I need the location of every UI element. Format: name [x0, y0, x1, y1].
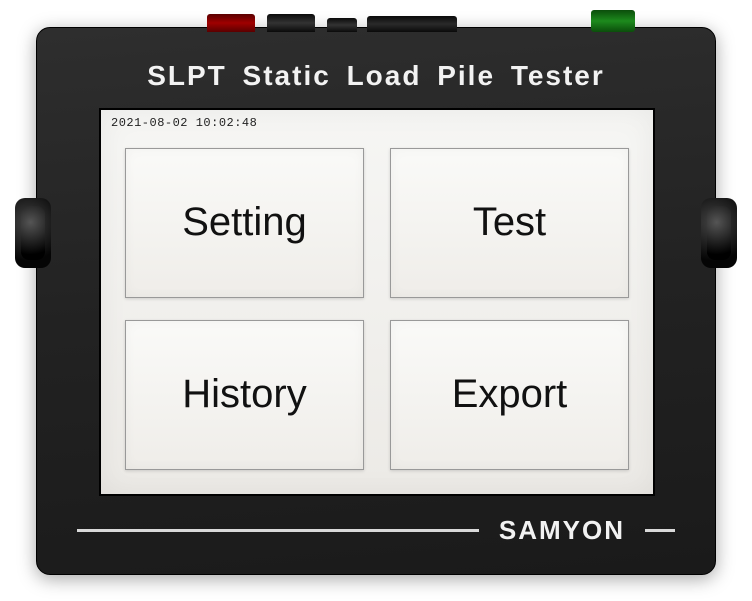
device-title: SLPT Static Load Pile Tester — [37, 60, 715, 92]
touch-screen: 2021-08-02 10:02:48 Setting Test History… — [99, 108, 655, 496]
test-button[interactable]: Test — [390, 148, 629, 298]
connector-black-3 — [367, 16, 457, 32]
connector-green — [591, 10, 635, 32]
side-knob-left[interactable] — [15, 198, 51, 268]
device-body: SLPT Static Load Pile Tester 2021-08-02 … — [36, 27, 716, 575]
connector-black-1 — [267, 14, 315, 32]
top-connectors — [37, 10, 715, 32]
setting-button[interactable]: Setting — [125, 148, 364, 298]
menu-grid: Setting Test History Export — [125, 148, 629, 470]
divider-line-left — [77, 529, 479, 532]
connector-red — [207, 14, 255, 32]
divider-line-right — [645, 529, 675, 532]
brand-bar: SAMYON — [77, 515, 675, 546]
timestamp-label: 2021-08-02 10:02:48 — [111, 116, 257, 130]
side-knob-right[interactable] — [701, 198, 737, 268]
connector-black-2 — [327, 18, 357, 32]
brand-label: SAMYON — [493, 515, 631, 546]
history-button[interactable]: History — [125, 320, 364, 470]
export-button[interactable]: Export — [390, 320, 629, 470]
